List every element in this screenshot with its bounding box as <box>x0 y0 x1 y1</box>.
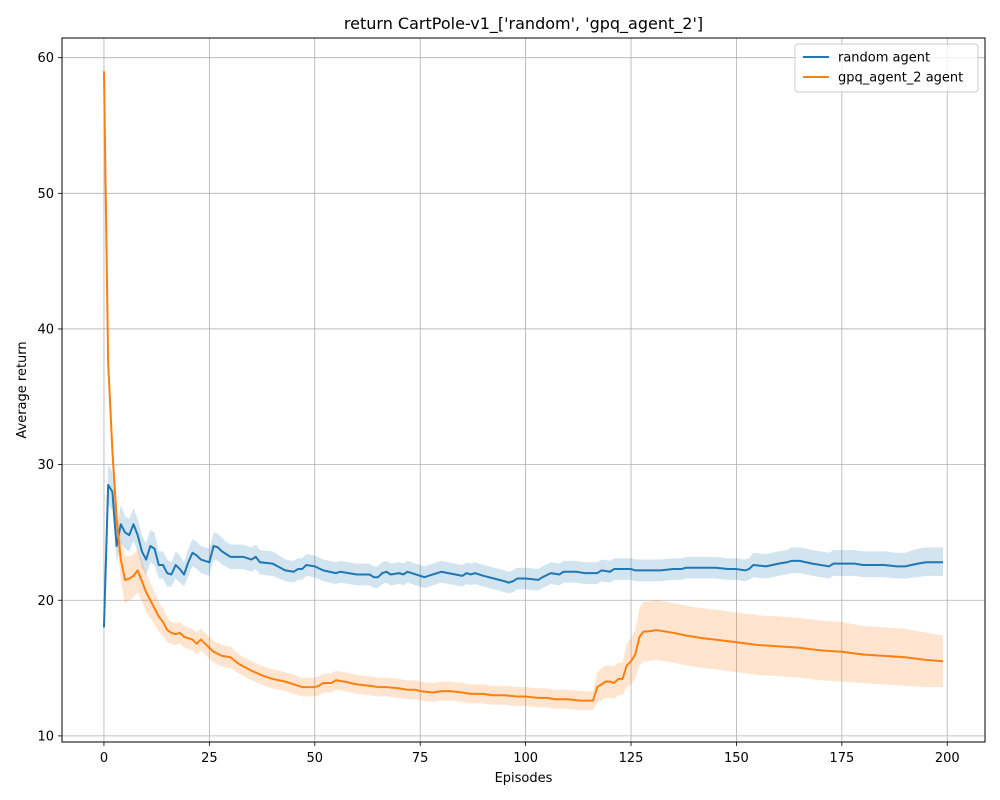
x-tick-label: 25 <box>201 751 218 766</box>
y-tick-label: 50 <box>37 187 54 202</box>
y-tick-label: 10 <box>37 729 54 744</box>
x-tick-label: 0 <box>100 751 108 766</box>
x-tick-label: 100 <box>513 751 538 766</box>
x-tick-label: 175 <box>829 751 854 766</box>
y-tick-label: 30 <box>37 458 54 473</box>
plot-frame <box>61 37 986 743</box>
legend-box <box>794 43 979 93</box>
x-tick-label: 200 <box>935 751 960 766</box>
gpq-agent-2-band <box>103 71 944 711</box>
chart-title: return CartPole-v1_['random', 'gpq_agent… <box>344 14 703 34</box>
y-tick-label: 20 <box>37 594 54 609</box>
y-tick-label: 40 <box>37 322 54 337</box>
x-tick-label: 150 <box>724 751 749 766</box>
grid <box>62 38 985 742</box>
legend-label-random-agent: random agent <box>838 51 930 66</box>
series-lines <box>102 71 944 702</box>
x-tick-label: 50 <box>307 751 324 766</box>
x-axis-label: Episodes <box>495 771 553 786</box>
y-tick-label: 60 <box>37 51 54 66</box>
y-axis-label: Average return <box>15 341 30 438</box>
x-tick-label: 75 <box>412 751 429 766</box>
gpq-agent-2-line <box>102 71 944 702</box>
x-axis: 0 25 50 75 100 125 150 175 200 <box>100 742 960 766</box>
legend: random agent gpq_agent_2 agent <box>794 43 979 93</box>
x-tick-label: 125 <box>619 751 644 766</box>
confidence-bands <box>103 71 944 711</box>
y-axis: 10 20 30 40 50 60 <box>37 51 62 744</box>
legend-label-gpq-agent-2: gpq_agent_2 agent <box>838 71 963 86</box>
random-agent-line <box>102 483 944 628</box>
